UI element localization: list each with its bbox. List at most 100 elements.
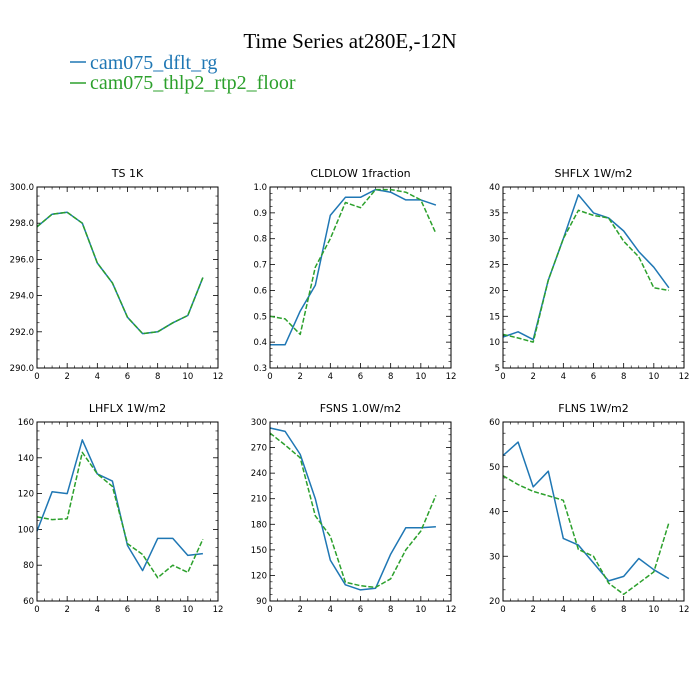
x-tick-label: 2 <box>297 372 302 382</box>
x-tick-label: 2 <box>530 605 535 615</box>
plot-frame <box>36 421 219 602</box>
series-line-2 <box>269 188 437 336</box>
x-tick-label: 8 <box>388 605 393 615</box>
x-tick-label: 12 <box>213 372 224 382</box>
y-tick-label: 60 <box>489 418 500 428</box>
y-tick-label: 0.6 <box>253 286 267 296</box>
y-tick-label: 270 <box>251 444 267 454</box>
x-tick-label: 4 <box>95 372 100 382</box>
series-line-1 <box>36 211 204 335</box>
x-tick-label: 6 <box>125 372 130 382</box>
y-tick-label: 0.3 <box>253 364 267 374</box>
x-tick-label: 10 <box>648 372 659 382</box>
panel-3: SHFLX 1W/m2 0 2 4 6 8 10 12 5 10 15 20 25 30 35 40 <box>489 167 689 382</box>
x-tick-label: 0 <box>500 605 505 615</box>
y-tick-label: 292.0 <box>10 328 34 338</box>
y-tick-label: 300.0 <box>10 183 34 193</box>
series-line-2 <box>502 475 670 596</box>
panel-title: FLNS 1W/m2 <box>558 402 628 415</box>
y-tick-label: 80 <box>23 561 34 571</box>
panel-4: LHFLX 1W/m2 0 2 4 6 8 10 12 60 80 100 120 140 160 <box>18 402 224 615</box>
x-tick-label: 8 <box>388 372 393 382</box>
legend-label-2: cam075_thlp2_rtp2_floor <box>90 72 296 94</box>
y-tick-label: 0.9 <box>253 209 267 219</box>
y-tick-label: 290.0 <box>10 364 34 374</box>
x-tick-label: 2 <box>297 605 302 615</box>
y-tick-label: 120 <box>18 490 34 500</box>
figure-title: Time Series at280E,-12N <box>243 29 456 53</box>
series-line-1 <box>502 441 670 582</box>
panel-2: CLDLOW 1fraction 0 2 4 6 8 10 12 0.3 0.4 0.5 0.6 0.7… <box>253 167 456 382</box>
y-tick-label: 20 <box>489 286 500 296</box>
plot-frame <box>36 186 219 369</box>
y-tick-label: 40 <box>489 183 500 193</box>
x-tick-label: 8 <box>155 605 160 615</box>
plot-frame <box>269 421 452 602</box>
x-tick-label: 12 <box>679 372 690 382</box>
legend-label-1: cam075_dflt_rg <box>90 52 217 74</box>
y-tick-label: 1.0 <box>253 183 267 193</box>
plot-frame <box>269 186 452 369</box>
x-tick-label: 0 <box>34 372 39 382</box>
y-tick-label: 50 <box>489 463 500 473</box>
panel-title: TS 1K <box>111 167 144 180</box>
y-tick-label: 300 <box>251 418 267 428</box>
series-line-1 <box>502 194 670 341</box>
y-tick-label: 210 <box>251 495 267 505</box>
x-tick-label: 12 <box>679 605 690 615</box>
y-tick-label: 20 <box>489 597 500 607</box>
x-tick-label: 10 <box>182 605 193 615</box>
series-line-1 <box>270 188 437 346</box>
y-tick-label: 0.8 <box>253 235 267 245</box>
panel-title: FSNS 1.0W/m2 <box>320 402 402 415</box>
y-tick-label: 40 <box>489 508 500 518</box>
series-line-1 <box>36 439 203 572</box>
y-tick-label: 294.0 <box>10 292 34 302</box>
y-tick-label: 100 <box>18 525 34 535</box>
y-tick-label: 30 <box>489 552 500 562</box>
x-tick-label: 10 <box>648 605 659 615</box>
x-tick-label: 6 <box>591 372 596 382</box>
panel-title: SHFLX 1W/m2 <box>554 167 632 180</box>
x-tick-label: 10 <box>182 372 193 382</box>
panel-1: TS 1K 0 2 4 6 8 10 12 290.0 292.0 294.0 296.0 298.0 3… <box>10 167 224 382</box>
plot-frame <box>502 186 685 369</box>
y-tick-label: 160 <box>18 418 34 428</box>
panel-6: FLNS 1W/m2 0 2 4 6 8 10 12 20 30 40 50 60 <box>489 402 689 615</box>
y-tick-label: 30 <box>489 235 500 245</box>
x-tick-label: 6 <box>125 605 130 615</box>
panels: TS 1K 0 2 4 6 8 10 12 290.0 292.0 294.0 296.0 298.0 3… <box>10 167 690 615</box>
y-tick-label: 296.0 <box>10 255 34 265</box>
x-tick-label: 0 <box>500 372 505 382</box>
y-tick-label: 25 <box>489 261 500 271</box>
x-tick-label: 12 <box>213 605 224 615</box>
y-tick-label: 60 <box>23 597 34 607</box>
x-tick-label: 2 <box>64 372 69 382</box>
x-tick-label: 4 <box>561 372 566 382</box>
x-tick-label: 10 <box>415 605 426 615</box>
y-tick-label: 298.0 <box>10 219 34 229</box>
y-tick-label: 5 <box>495 364 500 374</box>
x-tick-label: 2 <box>530 372 535 382</box>
y-tick-label: 240 <box>251 469 267 479</box>
x-tick-label: 4 <box>328 605 333 615</box>
x-tick-label: 10 <box>415 372 426 382</box>
series-line-2 <box>502 209 670 343</box>
x-tick-label: 4 <box>328 372 333 382</box>
x-tick-label: 4 <box>95 605 100 615</box>
y-tick-label: 140 <box>18 454 34 464</box>
y-tick-label: 0.4 <box>253 338 267 348</box>
x-tick-label: 8 <box>621 372 626 382</box>
legend: cam075_dflt_rg cam075_thlp2_rtp2_floor <box>70 52 296 94</box>
x-tick-label: 0 <box>267 372 272 382</box>
panel-title: LHFLX 1W/m2 <box>89 402 166 415</box>
x-tick-label: 0 <box>267 605 272 615</box>
y-tick-label: 0.5 <box>253 312 267 322</box>
x-tick-label: 12 <box>446 372 457 382</box>
x-tick-label: 8 <box>155 372 160 382</box>
y-tick-label: 150 <box>251 546 267 556</box>
plot-frame <box>502 421 685 602</box>
x-tick-label: 6 <box>358 605 363 615</box>
y-tick-label: 180 <box>251 520 267 530</box>
